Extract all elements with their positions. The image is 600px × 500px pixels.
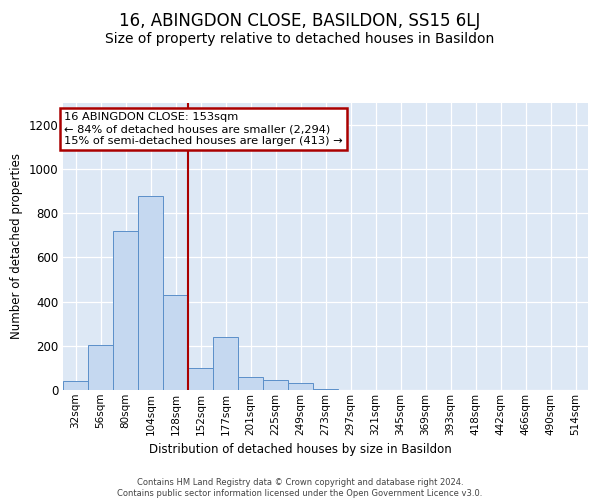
Bar [288, 384, 313, 390]
Bar [138, 196, 163, 390]
Text: 16, ABINGDON CLOSE, BASILDON, SS15 6LJ: 16, ABINGDON CLOSE, BASILDON, SS15 6LJ [119, 12, 481, 30]
Bar [188, 368, 213, 390]
Bar [313, 389, 338, 390]
Text: 16 ABINGDON CLOSE: 153sqm
← 84% of detached houses are smaller (2,294)
15% of se: 16 ABINGDON CLOSE: 153sqm ← 84% of detac… [64, 112, 343, 146]
Text: Size of property relative to detached houses in Basildon: Size of property relative to detached ho… [106, 32, 494, 46]
Bar [263, 380, 288, 390]
Bar [63, 381, 88, 390]
Bar [113, 231, 138, 390]
Bar [238, 376, 263, 390]
Text: Distribution of detached houses by size in Basildon: Distribution of detached houses by size … [149, 442, 451, 456]
Bar [213, 337, 238, 390]
Bar [88, 344, 113, 390]
Bar [163, 295, 188, 390]
Text: Contains HM Land Registry data © Crown copyright and database right 2024.
Contai: Contains HM Land Registry data © Crown c… [118, 478, 482, 498]
Y-axis label: Number of detached properties: Number of detached properties [10, 153, 23, 340]
